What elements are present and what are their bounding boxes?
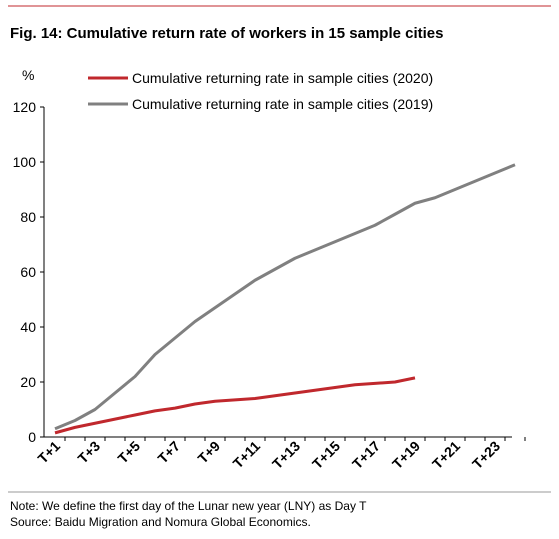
y-tick-label: 40 [20,319,36,335]
x-tick-label: T+1 [34,438,63,467]
x-tick-label: T+5 [114,438,143,467]
chart-title: Fig. 14: Cumulative return rate of worke… [10,25,443,42]
x-tick-label: T+9 [194,438,223,467]
y-axis-unit: % [22,67,34,83]
source: Source: Baidu Migration and Nomura Globa… [10,515,311,529]
x-tick-label: T+17 [349,438,383,472]
x-tick-label: T+23 [469,438,503,472]
legend-label: Cumulative returning rate in sample citi… [132,96,433,112]
x-tick-label: T+11 [230,438,264,472]
y-tick-label: 0 [28,429,36,445]
y-tick-label: 20 [20,374,36,390]
x-tick-label: T+19 [389,438,423,472]
legend-label: Cumulative returning rate in sample citi… [132,70,433,86]
series-line [54,376,416,435]
y-tick-label: 60 [20,264,36,280]
series-line [54,163,516,431]
x-tick-label: T+7 [154,438,183,467]
x-tick-label: T+15 [309,438,343,472]
x-tick-label: T+21 [429,438,463,472]
y-tick-label: 100 [13,154,37,170]
note: Note: We define the first day of the Lun… [10,499,367,513]
x-tick-label: T+3 [74,438,103,467]
x-tick-label: T+13 [269,438,303,472]
y-tick-label: 80 [20,209,36,225]
y-tick-label: 120 [13,99,37,115]
